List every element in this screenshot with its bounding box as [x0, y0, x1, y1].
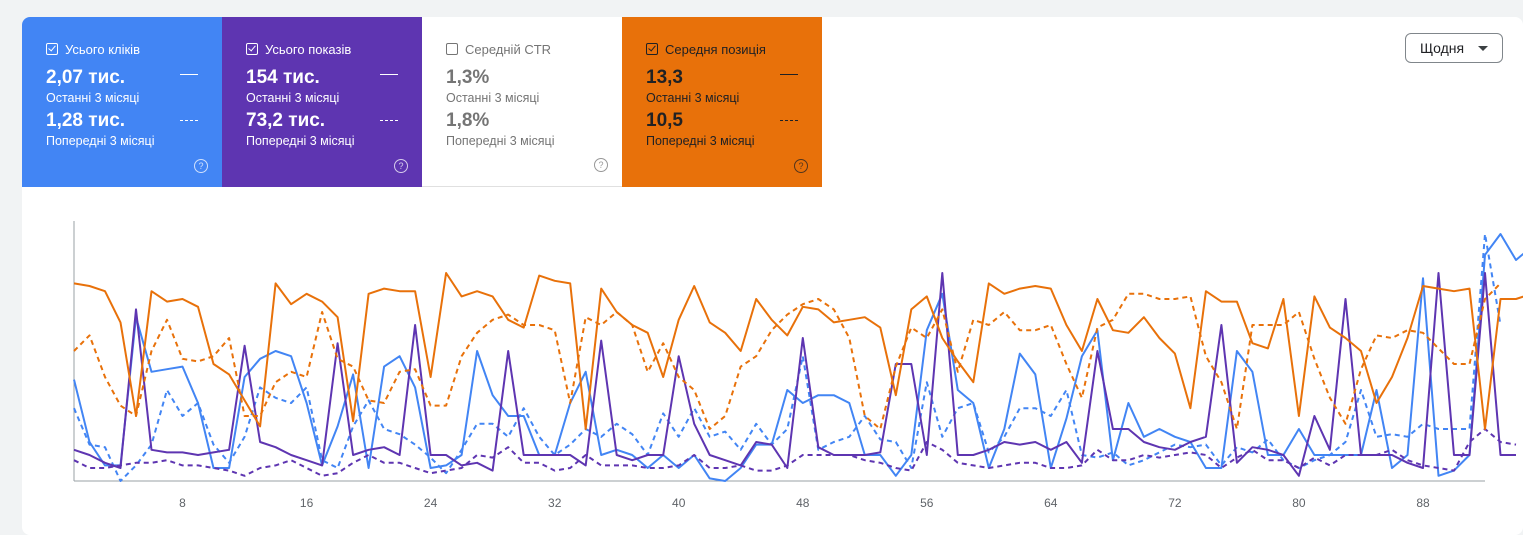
x-tick-label: 64: [1044, 496, 1058, 510]
dashed-line-legend-icon: [180, 120, 198, 121]
x-tick-label: 32: [548, 496, 562, 510]
help-icon[interactable]: ?: [794, 159, 808, 173]
metric-checkbox-row[interactable]: Середня позиція: [646, 41, 822, 57]
metric-current-value: 154 тис.: [246, 67, 320, 88]
metric-checkbox-row[interactable]: Середній CTR: [446, 41, 622, 57]
help-icon[interactable]: ?: [594, 158, 608, 172]
x-tick-label: 88: [1416, 496, 1430, 510]
metric-previous-period: Попередні 3 місяці: [446, 134, 555, 148]
granularity-selected-value: Щодня: [1420, 40, 1465, 56]
series-line-0: [73, 233, 1523, 482]
metric-previous-period: Попередні 3 місяці: [46, 134, 155, 148]
metric-current-period: Останні 3 місяці: [646, 91, 740, 105]
metric-previous-value: 1,28 тис.: [46, 110, 126, 131]
solid-line-legend-icon: [180, 74, 198, 75]
metric-current-period: Останні 3 місяці: [46, 91, 140, 105]
metric-label: Усього показів: [265, 41, 352, 57]
granularity-dropdown[interactable]: Щодня: [1405, 33, 1503, 63]
metric-previous-period: Попередні 3 місяці: [646, 134, 755, 148]
solid-line-legend-icon: [780, 74, 798, 75]
metric-current-period: Останні 3 місяці: [446, 91, 540, 105]
x-tick-label: 56: [920, 496, 934, 510]
metric-tile-clicks[interactable]: Усього кліків 2,07 тис. Останні 3 місяці…: [22, 17, 222, 187]
dashed-line-legend-icon: [380, 120, 398, 121]
metric-tile-impressions[interactable]: Усього показів 154 тис. Останні 3 місяці…: [222, 17, 422, 187]
series-line-3: [73, 428, 1517, 477]
x-tick-label: 72: [1168, 496, 1182, 510]
metric-previous-value: 10,5: [646, 110, 683, 131]
checkbox-checked-icon[interactable]: [646, 43, 658, 55]
x-tick-label: 8: [179, 496, 186, 510]
metric-previous-value: 1,8%: [446, 110, 490, 131]
series-line-5: [73, 282, 1502, 430]
checkbox-checked-icon[interactable]: [246, 43, 258, 55]
metric-current-value: 2,07 тис.: [46, 67, 126, 88]
performance-card: Усього кліків 2,07 тис. Останні 3 місяці…: [22, 17, 1523, 535]
solid-line-legend-icon: [380, 74, 398, 75]
metric-label: Середня позиція: [665, 41, 766, 57]
metric-current-value: 1,3%: [446, 67, 490, 88]
checkbox-checked-icon[interactable]: [46, 43, 58, 55]
metric-tile-ctr[interactable]: Середній CTR 1,3% Останні 3 місяці 1,8% …: [422, 17, 622, 187]
x-tick-label: 16: [300, 496, 314, 510]
performance-line-chart: 8 16 24 32 40 48 56 64 72 80 88: [73, 221, 1523, 510]
metric-label: Усього кліків: [65, 41, 140, 57]
metric-label: Середній CTR: [465, 41, 552, 57]
metric-current-value: 13,3: [646, 67, 683, 88]
caret-down-icon: [1478, 46, 1488, 51]
metric-previous-value: 73,2 тис.: [246, 110, 326, 131]
metric-tile-position[interactable]: Середня позиція 13,3 Останні 3 місяці 10…: [622, 17, 822, 187]
x-tick-label: 40: [672, 496, 686, 510]
help-icon[interactable]: ?: [394, 159, 408, 173]
x-tick-label: 48: [796, 496, 810, 510]
help-icon[interactable]: ?: [194, 159, 208, 173]
x-tick-label: 24: [424, 496, 438, 510]
series-line-4: [73, 272, 1523, 430]
x-tick-label: 80: [1292, 496, 1306, 510]
series-line-2: [73, 272, 1516, 477]
metric-previous-period: Попередні 3 місяці: [246, 134, 355, 148]
metric-checkbox-row[interactable]: Усього показів: [246, 41, 422, 57]
dashed-line-legend-icon: [780, 120, 798, 121]
metric-current-period: Останні 3 місяці: [246, 91, 340, 105]
series-line-1: [73, 233, 1502, 482]
metric-checkbox-row[interactable]: Усього кліків: [46, 41, 222, 57]
checkbox-unchecked-icon[interactable]: [446, 43, 458, 55]
